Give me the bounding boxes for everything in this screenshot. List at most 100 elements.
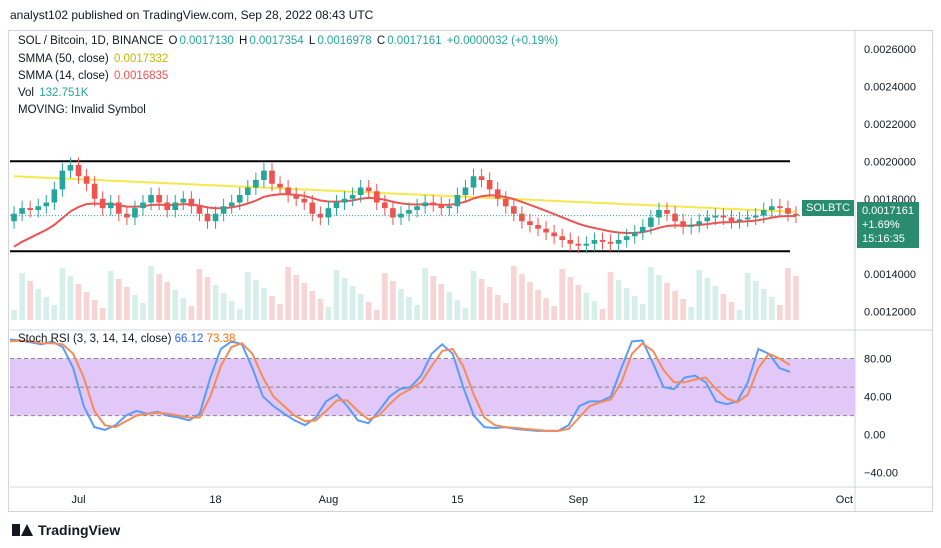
volume-bar <box>91 300 98 320</box>
candle-body <box>414 206 420 210</box>
candle-body <box>470 176 477 188</box>
price-axis-label: 0.0014000 <box>864 269 916 281</box>
volume-bar <box>648 267 654 320</box>
price-axis-label: 0.0024000 <box>864 81 916 93</box>
legend-volume[interactable]: Vol 132.751K <box>18 87 90 99</box>
legend-c-label: C <box>376 35 386 47</box>
volume-bar <box>736 310 743 320</box>
volume-bar <box>382 273 388 320</box>
volume-bar <box>27 281 33 320</box>
legend-moving[interactable]: MOVING: Invalid Symbol <box>18 104 148 116</box>
volume-bar <box>180 298 187 320</box>
candle-body <box>365 187 372 192</box>
candle-body <box>11 213 17 222</box>
volume-bar <box>664 283 670 320</box>
candle-body <box>607 241 614 244</box>
candle-body <box>172 202 179 210</box>
volume-bar <box>519 274 525 320</box>
volume-bar <box>293 275 299 320</box>
time-axis-label: 18 <box>209 494 221 506</box>
volume-bar <box>639 304 646 320</box>
candle-body <box>164 202 171 210</box>
time-axis-label: Jul <box>71 494 85 506</box>
volume-bar <box>325 307 332 320</box>
candle-body <box>220 206 227 214</box>
volume-bar <box>599 309 606 320</box>
volume-bar <box>511 266 517 320</box>
legend-symbol[interactable]: SOL / Bitcoin, 1D, BINANCE <box>18 35 164 47</box>
volume-bar <box>99 308 106 320</box>
volume-bar <box>768 297 775 320</box>
candle-body <box>551 232 557 237</box>
legend-h-label: H <box>239 35 248 47</box>
candle-body <box>736 219 743 222</box>
volume-bar <box>583 293 590 320</box>
volume-bar <box>261 288 267 320</box>
candle-body <box>285 187 291 195</box>
volume-bar <box>438 284 445 320</box>
candle-body <box>293 195 299 199</box>
stoch-rsi-legend[interactable]: Stoch RSI (3, 3, 14, 14, close) 66.12 73… <box>18 333 235 345</box>
legend-l-label: L <box>308 35 316 47</box>
volume-bar <box>285 267 291 320</box>
legend-moving-text: MOVING: Invalid Symbol <box>18 104 146 116</box>
candle-body <box>696 221 703 225</box>
volume-bar <box>712 286 719 320</box>
legend-sma50-value: 0.0017332 <box>113 53 169 65</box>
candle-body <box>228 202 235 207</box>
volume-bar <box>494 295 501 320</box>
volume-bar <box>373 310 380 320</box>
volume-bar <box>575 285 582 320</box>
legend-sma14-label: SMMA (14, close) <box>18 70 109 82</box>
candle-body <box>760 210 767 216</box>
candle-body <box>575 243 582 246</box>
volume-bar <box>67 276 74 320</box>
tradingview-footer[interactable]: TradingView <box>12 522 120 538</box>
price-axis-label: 0.0026000 <box>864 44 916 56</box>
volume-bar <box>83 292 90 320</box>
candle-body <box>543 228 549 233</box>
chart-frame <box>8 30 933 512</box>
legend-sma50[interactable]: SMMA (50, close) 0.0017332 <box>18 53 170 65</box>
volume-bar <box>785 268 791 320</box>
legend-o-label: O <box>168 35 178 47</box>
volume-bar <box>11 310 17 320</box>
volume-bar <box>107 271 114 320</box>
volume-bar <box>156 274 162 320</box>
candle-body <box>567 240 574 244</box>
sma14-line <box>13 193 797 248</box>
volume-bar <box>744 273 751 320</box>
volume-bar <box>140 303 146 320</box>
legend-vol-label: Vol <box>18 87 34 99</box>
volume-bar <box>116 279 122 320</box>
volume-bar <box>164 282 171 320</box>
candle-body <box>75 165 82 177</box>
volume-bar <box>59 268 66 320</box>
candle-body <box>430 202 437 205</box>
price-box-change: +1.69% <box>862 219 900 231</box>
volume-bar <box>623 288 630 320</box>
stoch-rsi-k: 66.12 <box>174 333 204 345</box>
candle-body <box>325 208 332 218</box>
volume-bar <box>430 276 437 320</box>
volume-bar <box>406 297 412 320</box>
volume-bar <box>309 291 316 320</box>
candle-body <box>67 165 74 171</box>
candle-body <box>269 170 275 184</box>
volume-bar <box>398 289 404 320</box>
candle-body <box>599 240 606 242</box>
volume-bar <box>414 305 420 320</box>
volume-bar <box>253 280 259 320</box>
time-axis-label: Aug <box>319 494 339 506</box>
legend-sma14[interactable]: SMMA (14, close) 0.0016835 <box>18 70 170 82</box>
legend-vol-value: 132.751K <box>39 87 89 99</box>
volume-bar <box>696 270 703 320</box>
candle-body <box>309 202 316 214</box>
legend-high: 0.0017354 <box>249 35 304 47</box>
volume-bar <box>212 285 219 320</box>
sma50-line <box>13 175 797 213</box>
tradingview-brand: TradingView <box>38 522 121 538</box>
volume-bar <box>301 283 308 320</box>
candle-body <box>680 221 686 227</box>
